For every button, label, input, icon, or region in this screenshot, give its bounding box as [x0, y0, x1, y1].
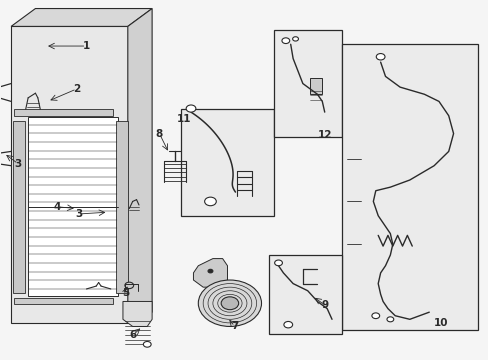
Text: 12: 12 [317, 130, 331, 140]
Bar [116, 121, 127, 293]
Bar [13, 121, 25, 293]
Text: 3: 3 [76, 209, 82, 219]
Polygon shape [11, 9, 152, 26]
Circle shape [371, 313, 379, 319]
Bar [341, 44, 477, 330]
Circle shape [186, 105, 196, 112]
Bar [268, 255, 341, 334]
Text: 9: 9 [321, 300, 327, 310]
Polygon shape [122, 301, 152, 327]
Bar [14, 109, 113, 116]
Text: 7: 7 [231, 321, 238, 332]
Circle shape [198, 280, 261, 327]
Text: 3: 3 [15, 159, 22, 169]
Bar [181, 109, 273, 216]
Circle shape [292, 37, 298, 41]
Text: 5: 5 [122, 288, 129, 297]
Bar [309, 78, 322, 94]
Circle shape [386, 317, 393, 322]
Circle shape [274, 260, 282, 266]
Circle shape [284, 321, 292, 328]
Circle shape [143, 342, 151, 347]
Circle shape [375, 54, 384, 60]
Text: 6: 6 [129, 330, 136, 341]
Circle shape [221, 297, 238, 310]
Circle shape [124, 282, 133, 289]
Text: 4: 4 [54, 202, 61, 212]
Bar [14, 298, 113, 304]
Text: 8: 8 [156, 129, 163, 139]
Circle shape [282, 38, 289, 44]
Text: 10: 10 [433, 318, 448, 328]
Polygon shape [11, 26, 127, 323]
Circle shape [204, 197, 216, 206]
Polygon shape [193, 258, 227, 287]
Text: 2: 2 [73, 84, 80, 94]
Text: 1: 1 [82, 41, 90, 51]
Circle shape [207, 269, 212, 273]
Text: 11: 11 [176, 113, 191, 123]
Polygon shape [127, 9, 152, 323]
Bar [28, 117, 118, 296]
Bar [273, 30, 341, 137]
